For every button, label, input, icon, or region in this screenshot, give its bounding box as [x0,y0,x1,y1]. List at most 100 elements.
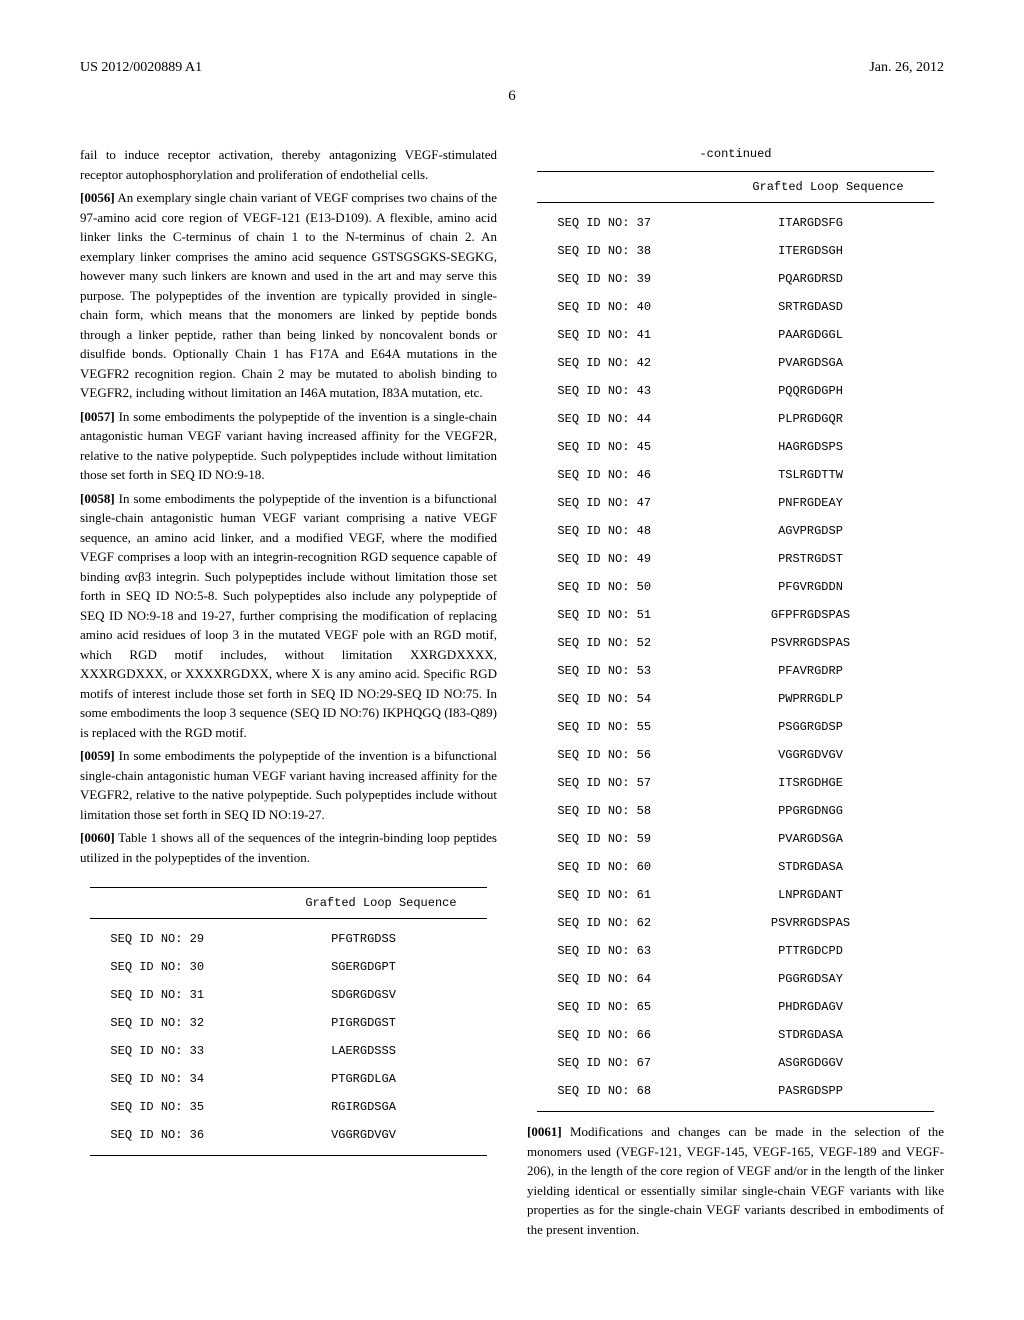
seq-value: ITERGDSGH [687,242,933,260]
table-1: Grafted Loop Sequence SEQ ID NO: 29PFGTR… [90,887,486,1156]
seq-id: SEQ ID NO: 44 [537,410,687,428]
sequence-row: SEQ ID NO: 64PGGRGDSAY [537,965,933,993]
para-num: [0058] [80,491,115,506]
sequence-row: SEQ ID NO: 40SRTRGDASD [537,293,933,321]
para-text: Modifications and changes can be made in… [527,1124,944,1237]
seq-value: PPGRGDNGG [687,802,933,820]
publication-number: US 2012/0020889 A1 [80,60,202,76]
seq-value: ASGRGDGGV [687,1054,933,1072]
sequence-row: SEQ ID NO: 35RGIRGDSGA [90,1093,486,1121]
para-num: [0059] [80,748,115,763]
seq-id: SEQ ID NO: 47 [537,494,687,512]
seq-value: PQQRGDGPH [687,382,933,400]
sequence-row: SEQ ID NO: 43PQQRGDGPH [537,377,933,405]
seq-id: SEQ ID NO: 31 [90,986,240,1004]
seq-value: GFPFRGDSPAS [687,606,933,624]
sequence-row: SEQ ID NO: 62PSVRRGDSPAS [537,909,933,937]
seq-id: SEQ ID NO: 46 [537,466,687,484]
seq-id: SEQ ID NO: 60 [537,858,687,876]
sequence-row: SEQ ID NO: 66STDRGDASA [537,1021,933,1049]
seq-id: SEQ ID NO: 33 [90,1042,240,1060]
seq-id: SEQ ID NO: 30 [90,958,240,976]
seq-value: STDRGDASA [687,858,933,876]
sequence-row: SEQ ID NO: 49PRSTRGDST [537,545,933,573]
sequence-row: SEQ ID NO: 33LAERGDSSS [90,1037,486,1065]
para-num: [0057] [80,409,115,424]
sequence-row: SEQ ID NO: 60STDRGDASA [537,853,933,881]
seq-value: LNPRGDANT [687,886,933,904]
sequence-row: SEQ ID NO: 34PTGRGDLGA [90,1065,486,1093]
seq-id: SEQ ID NO: 55 [537,718,687,736]
sequence-row: SEQ ID NO: 65PHDRGDAGV [537,993,933,1021]
seq-id: SEQ ID NO: 59 [537,830,687,848]
seq-id: SEQ ID NO: 61 [537,886,687,904]
table-continued-label: -continued [537,145,933,163]
seq-id: SEQ ID NO: 64 [537,970,687,988]
table-1-continued: -continued Grafted Loop Sequence SEQ ID … [537,145,933,1112]
seq-id: SEQ ID NO: 41 [537,326,687,344]
sequence-row: SEQ ID NO: 59PVARGDSGA [537,825,933,853]
sequence-row: SEQ ID NO: 47PNFRGDEAY [537,489,933,517]
seq-id: SEQ ID NO: 29 [90,930,240,948]
seq-id: SEQ ID NO: 32 [90,1014,240,1032]
seq-id: SEQ ID NO: 63 [537,942,687,960]
sequence-row: SEQ ID NO: 29PFGTRGDSS [90,925,486,953]
seq-id: SEQ ID NO: 53 [537,662,687,680]
seq-id: SEQ ID NO: 45 [537,438,687,456]
table-header: Grafted Loop Sequence [537,171,933,203]
sequence-row: SEQ ID NO: 45HAGRGDSPS [537,433,933,461]
seq-value: PRSTRGDST [687,550,933,568]
seq-value: LAERGDSSS [240,1042,486,1060]
seq-id: SEQ ID NO: 50 [537,578,687,596]
seq-id: SEQ ID NO: 56 [537,746,687,764]
seq-value: AGVPRGDSP [687,522,933,540]
sequence-row: SEQ ID NO: 46TSLRGDTTW [537,461,933,489]
paragraph-0058: [0058] In some embodiments the polypepti… [80,489,497,743]
sequence-row: SEQ ID NO: 50PFGVRGDDN [537,573,933,601]
paragraph-intro: fail to induce receptor activation, ther… [80,145,497,184]
right-column: -continued Grafted Loop Sequence SEQ ID … [527,145,944,1243]
seq-value: PHDRGDAGV [687,998,933,1016]
seq-value: HAGRGDSPS [687,438,933,456]
seq-id: SEQ ID NO: 34 [90,1070,240,1088]
seq-id: SEQ ID NO: 52 [537,634,687,652]
seq-value: PGGRGDSAY [687,970,933,988]
seq-id: SEQ ID NO: 58 [537,802,687,820]
seq-id: SEQ ID NO: 40 [537,298,687,316]
publication-date: Jan. 26, 2012 [869,60,944,76]
left-column: fail to induce receptor activation, ther… [80,145,497,1243]
two-column-layout: fail to induce receptor activation, ther… [80,145,944,1243]
seq-value: PFAVRGDRP [687,662,933,680]
seq-value: PLPRGDGQR [687,410,933,428]
sequence-row: SEQ ID NO: 61LNPRGDANT [537,881,933,909]
seq-value: PNFRGDEAY [687,494,933,512]
sequence-row: SEQ ID NO: 55PSGGRGDSP [537,713,933,741]
seq-id: SEQ ID NO: 48 [537,522,687,540]
seq-id: SEQ ID NO: 43 [537,382,687,400]
seq-id: SEQ ID NO: 35 [90,1098,240,1116]
seq-id: SEQ ID NO: 67 [537,1054,687,1072]
seq-id: SEQ ID NO: 62 [537,914,687,932]
para-num: [0060] [80,830,115,845]
seq-value: PVARGDSGA [687,354,933,372]
para-text: In some embodiments the polypeptide of t… [80,409,497,483]
sequence-row: SEQ ID NO: 53PFAVRGDRP [537,657,933,685]
seq-value: PWPRRGDLP [687,690,933,708]
sequence-row: SEQ ID NO: 36VGGRGDVGV [90,1121,486,1149]
seq-id: SEQ ID NO: 36 [90,1126,240,1144]
para-num: [0056] [80,190,115,205]
seq-value: PSGGRGDSP [687,718,933,736]
seq-id: SEQ ID NO: 68 [537,1082,687,1100]
table-header: Grafted Loop Sequence [90,887,486,919]
seq-value: PVARGDSGA [687,830,933,848]
seq-id: SEQ ID NO: 57 [537,774,687,792]
paragraph-0060: [0060] Table 1 shows all of the sequence… [80,828,497,867]
sequence-row: SEQ ID NO: 37ITARGDSFG [537,209,933,237]
para-text: Table 1 shows all of the sequences of th… [80,830,497,865]
sequence-row: SEQ ID NO: 31SDGRGDGSV [90,981,486,1009]
seq-id: SEQ ID NO: 54 [537,690,687,708]
seq-value: SDGRGDGSV [240,986,486,1004]
paragraph-0059: [0059] In some embodiments the polypepti… [80,746,497,824]
paragraph-0057: [0057] In some embodiments the polypepti… [80,407,497,485]
para-num: [0061] [527,1124,562,1139]
